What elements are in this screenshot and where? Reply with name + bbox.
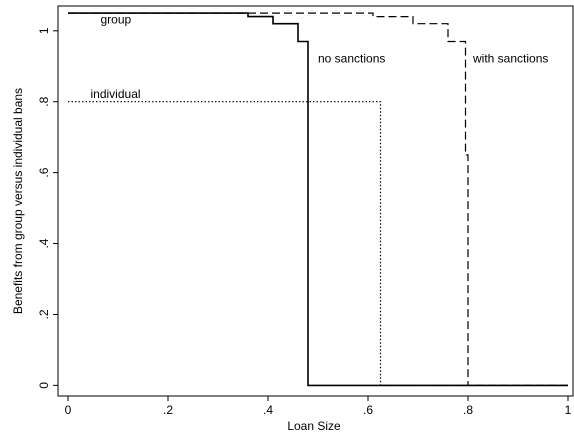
annotation-layer: group individual no sanctions with sanction… [91,13,549,101]
series-layer [68,12,568,387]
x-tick-label: .6 [363,403,373,417]
series-line-group-no-sanctions [68,12,568,387]
annotation-with-sanctions: with sanctions [472,52,548,66]
x-axis-title: Loan Size [287,419,341,433]
series-line-group-with-sanctions [68,12,568,386]
y-tick-label: .2 [37,309,51,319]
y-axis-title: Benefits from group versus individual ba… [11,88,25,314]
y-tick-label: .6 [37,167,51,177]
annotation-individual: individual [91,87,141,101]
x-tick-label: 0 [65,403,72,417]
x-tick-label: .8 [463,403,473,417]
x-axis: 0 .2 .4 .6 .8 1 [65,396,572,417]
x-tick-label: 1 [565,403,572,417]
y-axis: 0 .2 .4 .6 .8 1 [37,27,58,389]
y-tick-label: 0 [37,382,51,389]
x-tick-label: .4 [263,403,273,417]
x-tick-label: .2 [163,403,173,417]
y-tick-label: 1 [37,27,51,34]
y-tick-label: .8 [37,96,51,106]
plot-frame [57,5,574,397]
y-tick-label: .4 [37,238,51,248]
annotation-no-sanctions: no sanctions [318,52,385,66]
annotation-group: group [101,13,132,27]
